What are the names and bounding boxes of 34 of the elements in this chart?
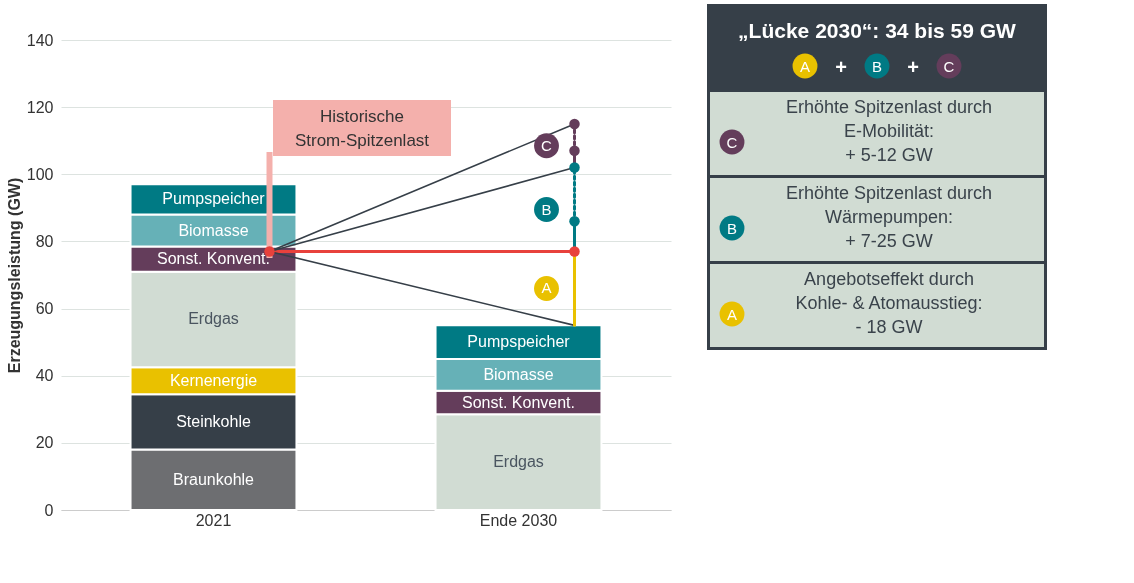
series-label: Kernenergie (169, 371, 258, 389)
text: A (726, 306, 738, 323)
annotation: B (541, 200, 552, 218)
series-label: Sonst. Konvent. (462, 393, 575, 411)
y-tick-label: 80 (35, 232, 54, 250)
text: Erhöhte Spitzenlast durch Wärmepumpen: + 7-25 GW (785, 183, 993, 251)
series-label: Erdgas (188, 310, 239, 328)
text: „Lücke 2030“: 34 bis 59 GW (738, 19, 1017, 42)
y-tick-label: 60 (35, 300, 54, 318)
text: Erhöhte Spitzenlast durch E-Mobilität: + 5-12 GW (785, 97, 993, 165)
series-label: Braunkohle (173, 470, 255, 488)
text: A + B + C (799, 56, 955, 78)
annotation: A (541, 279, 552, 297)
annotation: Historische Strom-Spitzenlast (294, 107, 430, 150)
y-axis-title: Erzeugungsleistung (GW) (5, 177, 23, 374)
series-label: Biomasse (483, 365, 554, 383)
y-tick-label: 20 (35, 434, 54, 452)
y-tick-label: 120 (26, 98, 54, 116)
y-tick-label: 0 (44, 501, 54, 519)
x-tick-label: Ende 2030 (479, 511, 558, 529)
text: Sonst. Konvent. (157, 250, 270, 268)
series-label: Pumpspeicher (162, 190, 266, 208)
annotation: C (541, 136, 553, 154)
text: Erdgas (493, 453, 544, 471)
text: Angebotseffekt durch Kohle- & Atomausstieg: - 18 GW (795, 269, 983, 337)
text: Biomasse (178, 221, 249, 239)
y-tick-label: 140 (26, 31, 54, 49)
text: C (726, 134, 738, 151)
text: Pumpspeicher (467, 333, 570, 351)
x-tick-label: 2021 (195, 511, 232, 529)
text: B (726, 220, 738, 237)
y-tick-label: 40 (35, 367, 54, 385)
series-label: Steinkohle (176, 412, 251, 430)
y-tick-label: 100 (26, 165, 54, 183)
